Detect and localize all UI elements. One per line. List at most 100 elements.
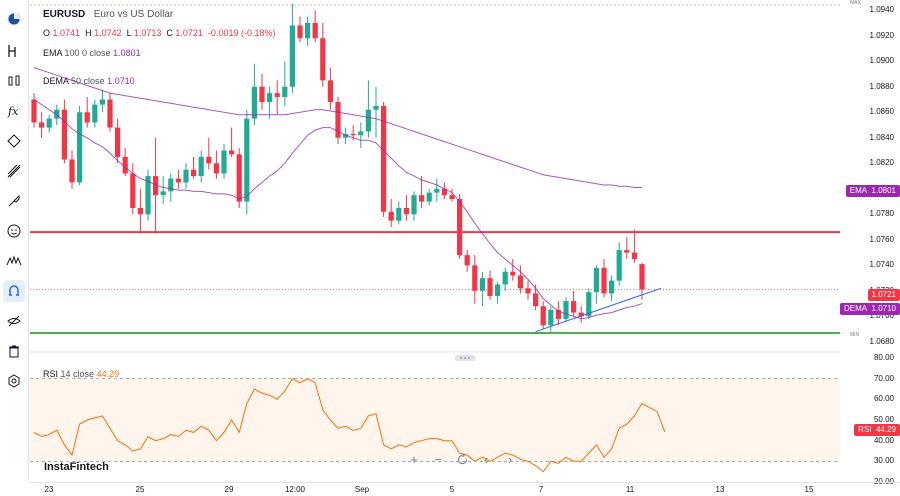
candle-body <box>160 191 166 196</box>
candle-body <box>206 156 212 164</box>
symbol-legend: EURUSD Euro vs US Dollar <box>43 9 173 20</box>
zoom-controls: + − ‹ › <box>404 450 520 468</box>
candle-body <box>571 301 577 313</box>
zoom-in-button[interactable]: + <box>410 451 418 467</box>
price-tick-label: 1.0840 <box>869 132 894 142</box>
pane-separator[interactable] <box>30 349 840 361</box>
candle-body <box>441 188 447 196</box>
left-toolbar: fx <box>0 0 29 482</box>
price-tick-label: 1.0760 <box>869 234 894 244</box>
ema-line <box>33 67 642 188</box>
candle-body <box>282 86 288 97</box>
candle-body <box>624 250 630 253</box>
low-value: 1.0713 <box>133 28 162 38</box>
candle-body <box>320 38 326 81</box>
candle-body <box>358 131 364 136</box>
ema-value: 1.0801 <box>113 48 141 58</box>
draw-line-icon[interactable] <box>3 130 25 152</box>
time-axis[interactable]: 23 25 29 12:00 Sep 5 7 11 13 15 <box>30 482 900 496</box>
candle-body <box>419 195 425 202</box>
flag-icon[interactable] <box>3 8 25 30</box>
price-tick-label: 1.0900 <box>869 56 894 66</box>
candle-body <box>601 267 607 294</box>
candle-body <box>350 133 356 136</box>
candle-body <box>525 288 531 294</box>
price-chart[interactable] <box>30 0 840 482</box>
candle-body <box>168 178 174 192</box>
time-tick-label: 7 <box>538 485 544 494</box>
candle-body <box>99 99 105 105</box>
chart-area[interactable]: EURUSD Euro vs US Dollar O 1.0741 H 1.07… <box>30 0 840 482</box>
candle-body <box>563 301 569 319</box>
candle-body <box>274 93 280 97</box>
scroll-left-button[interactable]: ‹ <box>483 451 489 467</box>
candle-body <box>533 293 539 307</box>
candle-body <box>84 112 90 123</box>
price-tick-label: 1.0780 <box>869 209 894 219</box>
camera-icon[interactable] <box>3 370 25 392</box>
brush-icon[interactable] <box>3 190 25 212</box>
price-tick-label: 1.0920 <box>869 30 894 40</box>
candle-body <box>403 207 409 215</box>
time-tick-label: 5 <box>449 485 455 494</box>
dema-legend[interactable]: DEMA 50 close 1.0710 <box>43 76 135 86</box>
scroll-right-button[interactable]: › <box>507 451 513 467</box>
candle-body <box>365 109 371 132</box>
candle-body <box>244 118 250 202</box>
candle-body <box>449 195 455 200</box>
time-tick-label: 29 <box>224 485 234 494</box>
time-tick-label: 15 <box>804 485 814 494</box>
candle-body <box>107 99 113 128</box>
price-tick-label: 1.0860 <box>869 107 894 117</box>
min-marker: MIN <box>850 332 860 338</box>
candle-body <box>472 265 478 291</box>
rsi-tick-label: 80.00 <box>873 353 894 362</box>
ema-legend[interactable]: EMA 100 0 close 1.0801 <box>43 48 141 58</box>
function-icon[interactable]: fx <box>3 100 25 122</box>
pattern-icon[interactable] <box>3 250 25 272</box>
price-tick-label: 1.0740 <box>869 260 894 270</box>
zoom-out-button[interactable]: − <box>434 451 442 467</box>
rsi-legend[interactable]: RSI 14 close 44.29 <box>43 369 120 379</box>
open-value: 1.0741 <box>52 28 81 38</box>
delete-icon[interactable] <box>3 340 25 362</box>
rsi-tick-label: 30.00 <box>873 456 894 466</box>
time-tick-label: 25 <box>135 485 145 494</box>
rsi-tick-label: 50.00 <box>873 415 894 424</box>
fib-icon[interactable] <box>3 160 25 182</box>
reset-icon[interactable] <box>452 450 472 468</box>
change-value: -0.0019 (-0.18%) <box>207 28 276 38</box>
candle-body <box>510 271 516 276</box>
max-marker: MAX <box>850 0 861 6</box>
candle-body <box>381 105 387 212</box>
candle-body <box>305 22 311 39</box>
time-tick-label: 13 <box>715 485 725 494</box>
rsi-tick-label: 40.00 <box>873 435 894 445</box>
candle-body <box>115 127 121 157</box>
candle-body <box>327 80 333 103</box>
emoji-icon[interactable] <box>3 220 25 242</box>
candle-body <box>343 133 349 138</box>
candle-body <box>487 278 493 296</box>
candle-body <box>137 207 143 215</box>
current-price-tag: 1.0721 <box>867 289 900 301</box>
candle-body <box>517 275 523 289</box>
rsi-band <box>30 378 840 462</box>
hide-drawings-icon[interactable] <box>3 310 25 332</box>
candle-body <box>495 284 501 296</box>
rsi-tick-label: 60.00 <box>873 394 894 404</box>
candle-body <box>548 310 554 326</box>
candle-body <box>236 154 242 202</box>
magnet-icon[interactable] <box>3 280 25 302</box>
cursor-icon[interactable] <box>3 40 25 62</box>
svg-text:fx: fx <box>7 105 19 118</box>
candle-body <box>153 176 159 196</box>
candle-body <box>426 192 432 202</box>
candle-body <box>586 292 592 317</box>
rsi-tick-label: 70.00 <box>873 373 894 383</box>
price-axis[interactable]: 1.0940 1.0920 1.0900 1.0880 1.0860 1.0840 1.08… <box>839 0 900 486</box>
candle-body <box>639 264 645 290</box>
crosshair-icon[interactable] <box>3 70 25 92</box>
high-value: 1.0742 <box>94 28 122 38</box>
candle-body <box>297 25 303 39</box>
